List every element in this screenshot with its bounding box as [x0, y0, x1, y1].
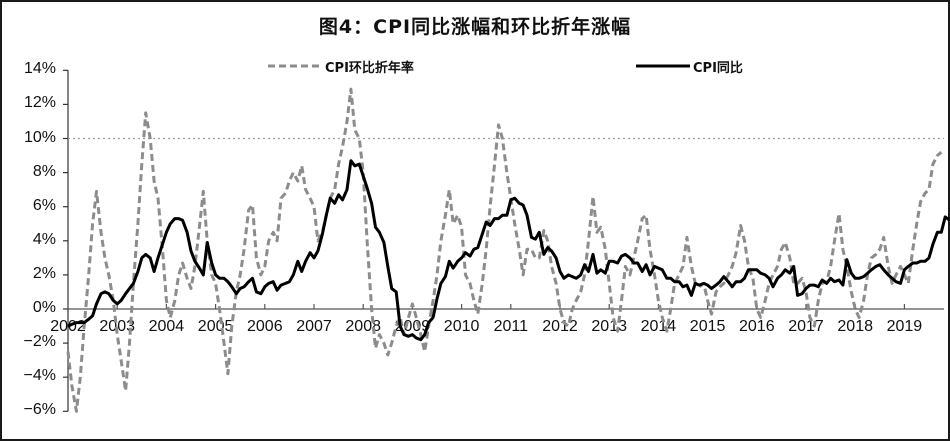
x-tick-label: 2003 [99, 318, 135, 335]
x-tick-label: 2016 [739, 318, 775, 335]
y-tick-label: 12% [23, 94, 56, 112]
x-tick-label: 2018 [837, 318, 873, 335]
y-tick-label: −2% [23, 333, 56, 351]
legend-item-yoy: CPI同比 [636, 56, 743, 76]
x-tick-label: 2006 [247, 318, 283, 335]
x-tick-label: 2004 [148, 318, 185, 335]
y-tick-label: −4% [23, 367, 56, 385]
legend-label-mom-annualized: CPI环比折年率 [325, 60, 414, 76]
legend-item-mom-annualized: CPI环比折年率 [268, 56, 414, 76]
x-tick-label: 2007 [296, 318, 332, 335]
x-tick-label: 2011 [493, 318, 528, 335]
y-tick-label: −6% [23, 401, 56, 419]
y-tick-label: 8% [32, 162, 56, 180]
y-tick-label: 2% [32, 264, 56, 282]
series-line-mom-annualized [66, 87, 943, 413]
x-tick-label: 2010 [443, 318, 480, 335]
y-tick-label: 10% [23, 128, 56, 146]
dashed-line-legend-icon [268, 64, 322, 68]
y-tick-label: 0% [32, 299, 56, 316]
chart-title: 图4：CPI同比涨幅和环比折年涨幅 [318, 16, 632, 38]
x-tick-label: 2015 [689, 318, 726, 335]
axes [63, 69, 944, 412]
x-tick-label: 2019 [886, 318, 923, 335]
y-tick-label: 14% [23, 60, 56, 78]
series-line-yoy [67, 159, 950, 342]
x-tick-label: 2005 [197, 318, 234, 335]
y-tick-label: 6% [32, 196, 56, 214]
legend-label-yoy: CPI同比 [693, 60, 743, 76]
y-tick-label: 4% [32, 230, 56, 248]
solid-line-legend-icon [636, 64, 690, 68]
